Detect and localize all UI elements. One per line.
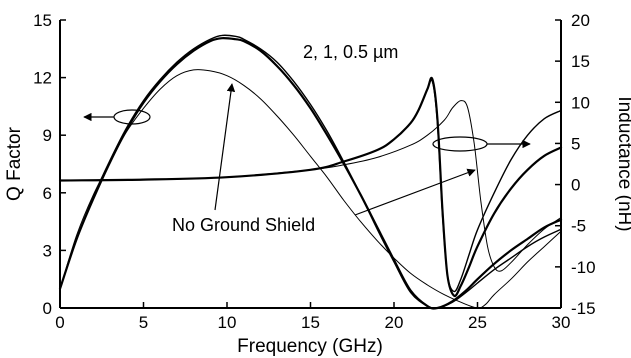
left-y-tick-label: 3 bbox=[43, 241, 52, 260]
inductance-curve-5 bbox=[59, 79, 562, 293]
left-y-tick-label: 6 bbox=[43, 184, 52, 203]
axes bbox=[59, 20, 562, 309]
left-y-axis-title: Q Factor bbox=[4, 126, 25, 201]
shield-arrow-left bbox=[214, 83, 236, 211]
right-y-tick-label: -15 bbox=[571, 299, 596, 318]
q-factor-curve-2 bbox=[59, 34, 562, 310]
right-y-tick-label: 0 bbox=[571, 176, 580, 195]
thickness-annotation: 2, 1, 0.5 µm bbox=[303, 42, 398, 62]
right-y-tick-label: -10 bbox=[571, 258, 596, 277]
shield-arrow-right bbox=[354, 168, 476, 216]
q-factor-curve-1 bbox=[58, 37, 563, 310]
ground-shield-annotation: No Ground Shield bbox=[172, 215, 315, 235]
left-y-tick-label: 0 bbox=[43, 299, 52, 318]
x-axis-title: Frequency (GHz) bbox=[237, 336, 383, 357]
plot-curves bbox=[58, 34, 563, 310]
x-tick-label: 5 bbox=[139, 313, 148, 332]
x-tick-label: 30 bbox=[552, 313, 571, 332]
x-tick-label: 15 bbox=[301, 313, 320, 332]
ticks: 0 5 10 15 20 25 30 0 3 6 9 12 15 -15 -10 -5 0 5 10 15 20 bbox=[33, 11, 596, 332]
right-y-tick-label: 15 bbox=[571, 52, 590, 71]
right-y-tick-label: 5 bbox=[571, 134, 580, 153]
inductance-curves-ellipse bbox=[432, 136, 488, 152]
right-y-tick-label: 10 bbox=[571, 93, 590, 112]
right-y-tick-label: -5 bbox=[571, 217, 586, 236]
left-y-tick-label: 9 bbox=[43, 126, 52, 145]
left-y-tick-label: 15 bbox=[33, 11, 52, 30]
q-factor-curve-3 bbox=[59, 69, 562, 309]
annotation-markers bbox=[83, 83, 531, 216]
right-y-tick-label: 20 bbox=[571, 11, 590, 30]
inductance-curve-6 bbox=[59, 100, 562, 272]
x-tick-label: 0 bbox=[55, 313, 64, 332]
left-y-tick-label: 12 bbox=[33, 69, 52, 88]
x-tick-label: 25 bbox=[468, 313, 487, 332]
x-tick-label: 10 bbox=[218, 313, 237, 332]
right-y-axis-title: Inductance (nH) bbox=[614, 96, 631, 231]
x-tick-label: 20 bbox=[385, 313, 404, 332]
